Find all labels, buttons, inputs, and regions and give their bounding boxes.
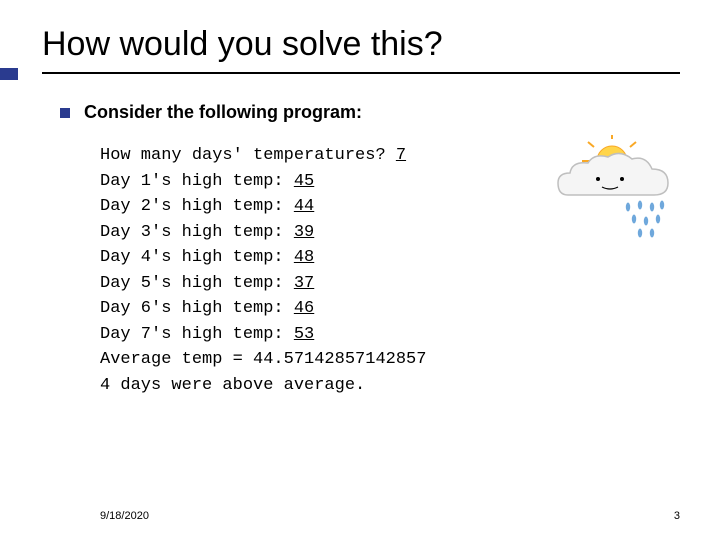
code-text: Average temp = 44.57142857142857 — [100, 350, 426, 369]
code-line: 4 days were above average. — [100, 373, 720, 399]
footer-date: 9/18/2020 — [100, 510, 149, 522]
title-accent-block — [0, 68, 18, 80]
user-input: 39 — [294, 223, 314, 242]
user-input: 44 — [294, 197, 314, 216]
code-text: Day 2's high temp: — [100, 197, 294, 216]
user-input: 7 — [396, 146, 406, 165]
code-text: Day 4's high temp: — [100, 248, 294, 267]
cloud-icon — [558, 153, 668, 195]
subtitle-text: Consider the following program: — [84, 102, 362, 123]
weather-icon — [550, 135, 680, 245]
rain-icon — [626, 201, 664, 238]
page-title: How would you solve this? — [0, 0, 720, 72]
bullet-icon — [60, 108, 70, 118]
code-text: Day 5's high temp: — [100, 274, 294, 293]
code-line: Day 6's high temp: 46 — [100, 296, 720, 322]
code-line: Day 5's high temp: 37 — [100, 271, 720, 297]
user-input: 46 — [294, 299, 314, 318]
user-input: 53 — [294, 325, 314, 344]
subtitle-row: Consider the following program: — [0, 74, 720, 123]
code-line: Day 4's high temp: 48 — [100, 245, 720, 271]
code-text: Day 6's high temp: — [100, 299, 294, 318]
code-text: How many days' temperatures? — [100, 146, 396, 165]
user-input: 45 — [294, 172, 314, 191]
user-input: 37 — [294, 274, 314, 293]
code-line: Average temp = 44.57142857142857 — [100, 347, 720, 373]
code-text: Day 1's high temp: — [100, 172, 294, 191]
code-text: Day 3's high temp: — [100, 223, 294, 242]
footer-page-number: 3 — [674, 510, 680, 522]
code-text: Day 7's high temp: — [100, 325, 294, 344]
code-line: Day 7's high temp: 53 — [100, 322, 720, 348]
user-input: 48 — [294, 248, 314, 267]
code-text: 4 days were above average. — [100, 376, 365, 395]
